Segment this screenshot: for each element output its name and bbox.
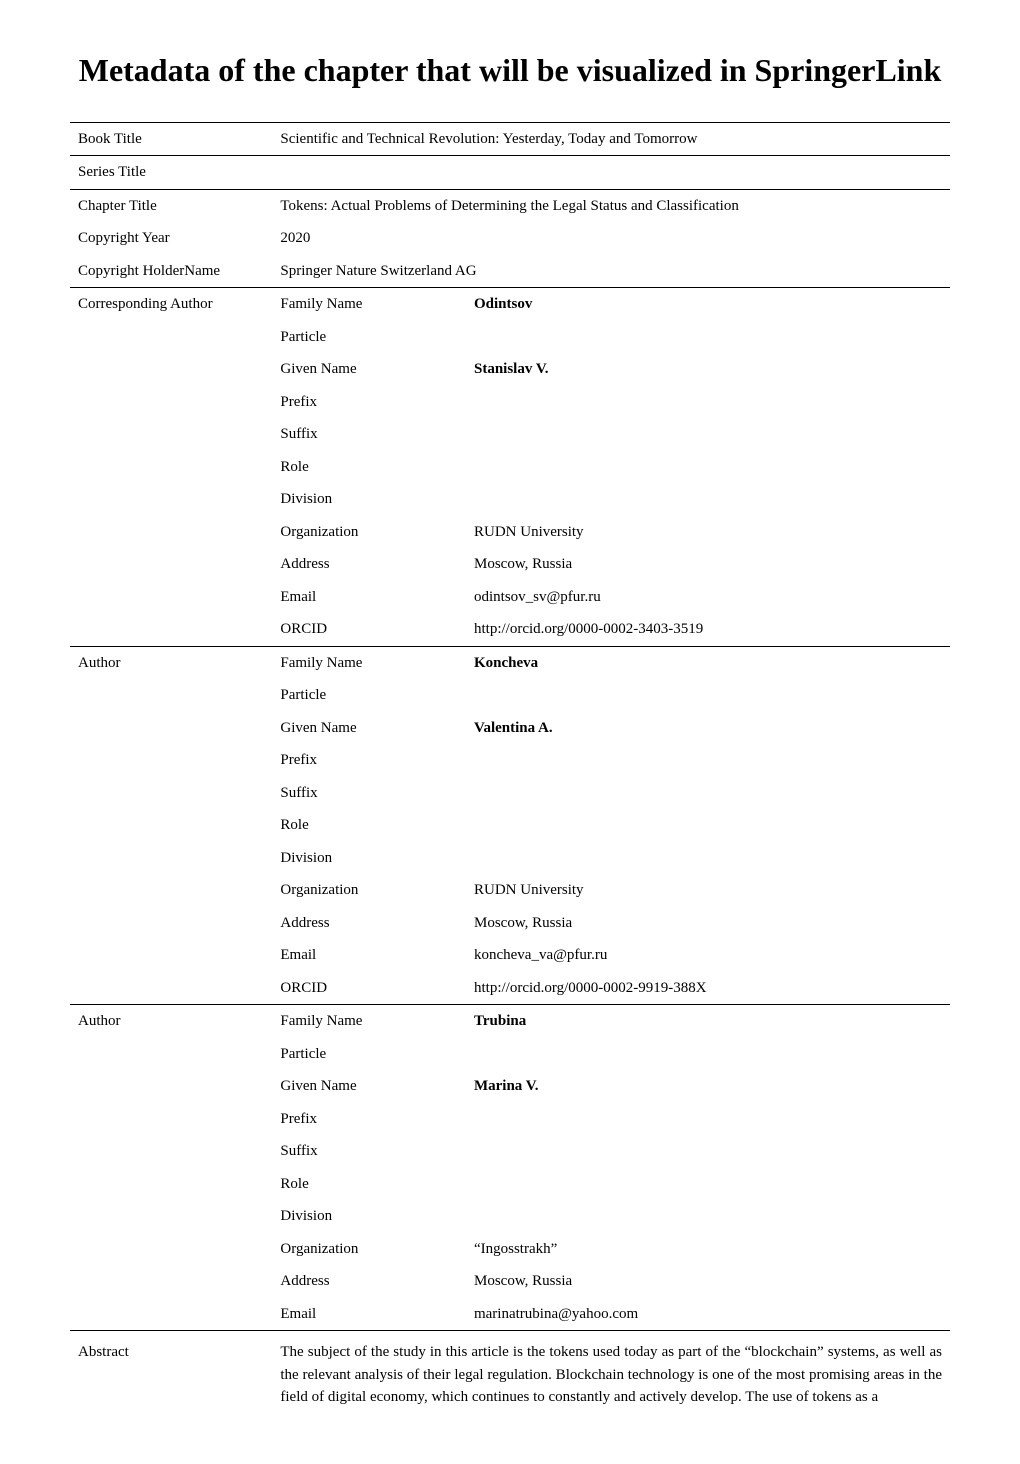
- suffix-label: Suffix: [272, 777, 466, 810]
- email-value: marinatrubina@yahoo.com: [466, 1298, 950, 1331]
- copyright-year-label: Copyright Year: [70, 222, 272, 255]
- role-value: [466, 1168, 950, 1201]
- orcid-value: http://orcid.org/0000-0002-9919-388X: [466, 972, 950, 1005]
- address-value: Moscow, Russia: [466, 1265, 950, 1298]
- author-role-label: Author: [70, 1005, 272, 1038]
- series-title-label: Series Title: [70, 156, 272, 190]
- particle-value: [466, 1038, 950, 1071]
- email-value: odintsov_sv@pfur.ru: [466, 581, 950, 614]
- particle-label: Particle: [272, 321, 466, 354]
- abstract-label: Abstract: [70, 1331, 272, 1414]
- suffix-value: [466, 777, 950, 810]
- division-value: [466, 842, 950, 875]
- organization-value: “Ingosstrakh”: [466, 1233, 950, 1266]
- particle-value: [466, 679, 950, 712]
- organization-label: Organization: [272, 874, 466, 907]
- email-label: Email: [272, 939, 466, 972]
- suffix-value: [466, 1135, 950, 1168]
- copyright-holder-label: Copyright HolderName: [70, 255, 272, 288]
- organization-value: RUDN University: [466, 516, 950, 549]
- prefix-label: Prefix: [272, 744, 466, 777]
- metadata-table: Book Title Scientific and Technical Revo…: [70, 122, 950, 1414]
- given-name-value: Marina V.: [466, 1070, 950, 1103]
- chapter-title-label: Chapter Title: [70, 189, 272, 222]
- series-title-value: [272, 156, 950, 190]
- division-label: Division: [272, 483, 466, 516]
- particle-value: [466, 321, 950, 354]
- prefix-value: [466, 386, 950, 419]
- division-value: [466, 1200, 950, 1233]
- author-role-label: Author: [70, 646, 272, 679]
- given-name-label: Given Name: [272, 353, 466, 386]
- organization-label: Organization: [272, 516, 466, 549]
- prefix-value: [466, 1103, 950, 1136]
- chapter-title-value: Tokens: Actual Problems of Determining t…: [272, 189, 950, 222]
- role-label: Role: [272, 451, 466, 484]
- given-name-value: Valentina A.: [466, 712, 950, 745]
- division-value: [466, 483, 950, 516]
- copyright-year-value: 2020: [272, 222, 950, 255]
- organization-label: Organization: [272, 1233, 466, 1266]
- suffix-label: Suffix: [272, 1135, 466, 1168]
- book-title-label: Book Title: [70, 122, 272, 156]
- given-name-value: Stanislav V.: [466, 353, 950, 386]
- division-label: Division: [272, 842, 466, 875]
- author-role-label: Corresponding Author: [70, 288, 272, 321]
- address-label: Address: [272, 548, 466, 581]
- family-name-label: Family Name: [272, 646, 466, 679]
- division-label: Division: [272, 1200, 466, 1233]
- role-label: Role: [272, 1168, 466, 1201]
- prefix-label: Prefix: [272, 386, 466, 419]
- prefix-label: Prefix: [272, 1103, 466, 1136]
- email-value: koncheva_va@pfur.ru: [466, 939, 950, 972]
- address-label: Address: [272, 1265, 466, 1298]
- role-label: Role: [272, 809, 466, 842]
- address-value: Moscow, Russia: [466, 907, 950, 940]
- email-label: Email: [272, 581, 466, 614]
- orcid-label: ORCID: [272, 613, 466, 646]
- prefix-value: [466, 744, 950, 777]
- given-name-label: Given Name: [272, 712, 466, 745]
- email-label: Email: [272, 1298, 466, 1331]
- family-name-label: Family Name: [272, 1005, 466, 1038]
- address-label: Address: [272, 907, 466, 940]
- page-title: Metadata of the chapter that will be vis…: [70, 50, 950, 92]
- book-title-value: Scientific and Technical Revolution: Yes…: [272, 122, 950, 156]
- orcid-value: http://orcid.org/0000-0002-3403-3519: [466, 613, 950, 646]
- family-name-value: Koncheva: [466, 646, 950, 679]
- role-value: [466, 809, 950, 842]
- suffix-value: [466, 418, 950, 451]
- particle-label: Particle: [272, 679, 466, 712]
- family-name-value: Trubina: [466, 1005, 950, 1038]
- copyright-holder-value: Springer Nature Switzerland AG: [272, 255, 950, 288]
- family-name-value: Odintsov: [466, 288, 950, 321]
- particle-label: Particle: [272, 1038, 466, 1071]
- orcid-label: ORCID: [272, 972, 466, 1005]
- address-value: Moscow, Russia: [466, 548, 950, 581]
- family-name-label: Family Name: [272, 288, 466, 321]
- organization-value: RUDN University: [466, 874, 950, 907]
- suffix-label: Suffix: [272, 418, 466, 451]
- role-value: [466, 451, 950, 484]
- abstract-text: The subject of the study in this article…: [272, 1331, 950, 1414]
- given-name-label: Given Name: [272, 1070, 466, 1103]
